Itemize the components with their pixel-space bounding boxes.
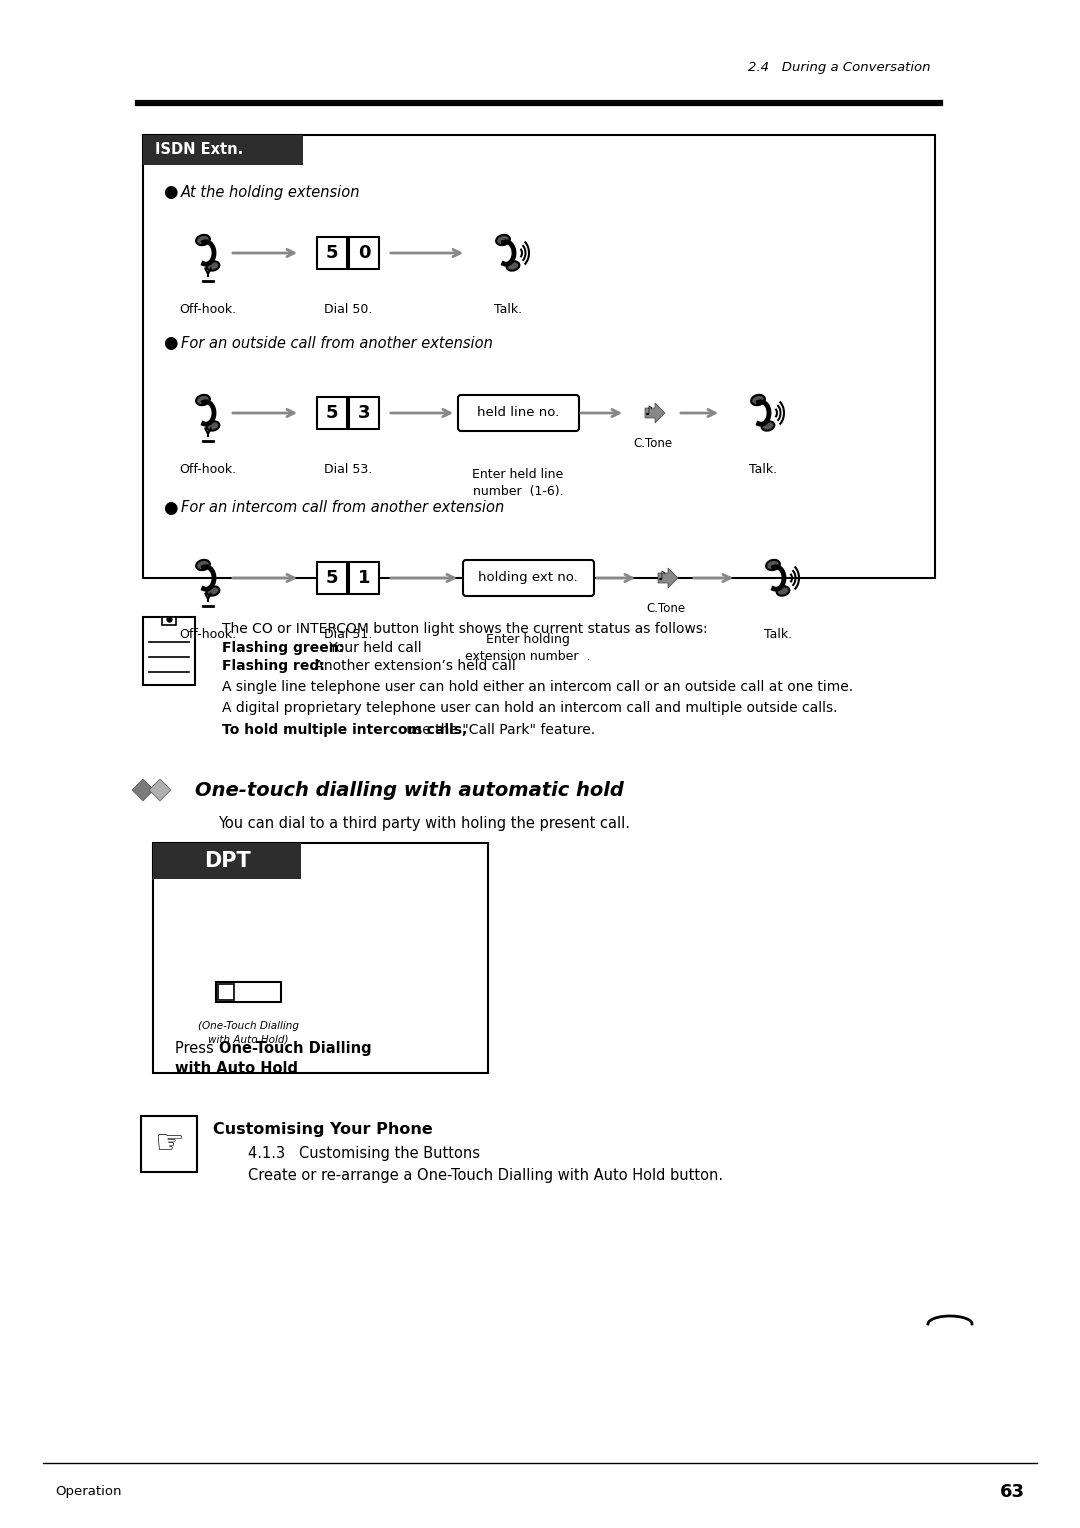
FancyBboxPatch shape [162, 617, 176, 625]
Text: Enter held line
number  (1-6).: Enter held line number (1-6). [472, 468, 564, 498]
FancyBboxPatch shape [349, 562, 379, 594]
Ellipse shape [507, 261, 519, 270]
Text: Dial 50.: Dial 50. [324, 303, 373, 316]
Text: 5: 5 [326, 568, 338, 587]
Text: Talk.: Talk. [494, 303, 522, 316]
Text: Press: Press [175, 1041, 218, 1056]
Text: A digital proprietary telephone user can hold an intercom call and multiple outs: A digital proprietary telephone user can… [222, 701, 837, 715]
Text: Talk.: Talk. [748, 463, 778, 477]
Text: Enter holding
extension number  .: Enter holding extension number . [465, 633, 591, 663]
Ellipse shape [197, 235, 210, 244]
FancyBboxPatch shape [349, 237, 379, 269]
Text: For an outside call from another extension: For an outside call from another extensi… [181, 336, 492, 350]
Text: holding ext no.: holding ext no. [478, 571, 578, 585]
Ellipse shape [751, 394, 765, 405]
Text: At the holding extension: At the holding extension [181, 185, 361, 200]
FancyBboxPatch shape [318, 397, 347, 429]
Text: C.Tone: C.Tone [647, 602, 686, 614]
FancyBboxPatch shape [143, 134, 303, 165]
FancyBboxPatch shape [143, 617, 195, 685]
Ellipse shape [766, 559, 780, 570]
Text: (One-Touch Dialling: (One-Touch Dialling [198, 1021, 298, 1031]
Text: ♪: ♪ [658, 570, 666, 582]
Text: ●: ● [163, 335, 177, 351]
Text: Flashing green:: Flashing green: [222, 642, 345, 656]
Text: DPT: DPT [204, 851, 251, 871]
Text: Off-hook.: Off-hook. [179, 463, 237, 477]
Polygon shape [658, 568, 678, 588]
Text: Your held call: Your held call [325, 642, 421, 656]
Polygon shape [149, 779, 171, 801]
FancyBboxPatch shape [218, 984, 234, 999]
Text: with Auto Hold): with Auto Hold) [207, 1034, 288, 1044]
Text: You can dial to a third party with holing the present call.: You can dial to a third party with holin… [218, 816, 630, 831]
Text: Operation: Operation [55, 1485, 121, 1499]
Text: Talk.: Talk. [764, 628, 792, 642]
Text: ●: ● [163, 183, 177, 202]
Text: Off-hook.: Off-hook. [179, 628, 237, 642]
FancyBboxPatch shape [141, 1115, 197, 1172]
Text: 1: 1 [357, 568, 370, 587]
Ellipse shape [496, 235, 510, 244]
Text: ISDN Extn.: ISDN Extn. [156, 142, 243, 157]
Text: One-touch dialling with automatic hold: One-touch dialling with automatic hold [195, 781, 624, 799]
Polygon shape [132, 779, 154, 801]
Text: Another extension’s held call: Another extension’s held call [310, 659, 516, 672]
Text: A single line telephone user can hold either an intercom call or an outside call: A single line telephone user can hold ei… [222, 680, 853, 694]
Text: One-Touch Dialling: One-Touch Dialling [219, 1041, 372, 1056]
Ellipse shape [777, 587, 789, 596]
Text: Create or re-arrange a One-Touch Dialling with Auto Hold button.: Create or re-arrange a One-Touch Diallin… [248, 1167, 724, 1183]
FancyBboxPatch shape [318, 562, 347, 594]
Ellipse shape [197, 559, 210, 570]
FancyBboxPatch shape [153, 843, 488, 1073]
Text: For an intercom call from another extension: For an intercom call from another extens… [181, 501, 504, 515]
FancyBboxPatch shape [153, 843, 301, 879]
FancyBboxPatch shape [458, 396, 579, 431]
FancyBboxPatch shape [143, 134, 935, 578]
Ellipse shape [197, 394, 210, 405]
Text: C.Tone: C.Tone [634, 437, 673, 451]
Text: .: . [291, 1060, 296, 1076]
Text: with Auto Hold: with Auto Hold [175, 1060, 298, 1076]
FancyBboxPatch shape [349, 397, 379, 429]
Text: 0: 0 [357, 244, 370, 261]
Text: Dial 51.: Dial 51. [324, 628, 373, 642]
Text: 5: 5 [326, 244, 338, 261]
FancyBboxPatch shape [216, 983, 281, 1002]
Text: ☞: ☞ [154, 1128, 184, 1160]
Text: Off-hook.: Off-hook. [179, 303, 237, 316]
FancyBboxPatch shape [318, 237, 347, 269]
Ellipse shape [761, 422, 774, 431]
Ellipse shape [206, 261, 219, 270]
Text: Customising Your Phone: Customising Your Phone [213, 1122, 433, 1137]
Text: 5: 5 [326, 403, 338, 422]
Text: held line no.: held line no. [477, 406, 559, 420]
Text: 3: 3 [357, 403, 370, 422]
Text: Dial 53.: Dial 53. [324, 463, 373, 477]
Text: To hold multiple intercom calls,: To hold multiple intercom calls, [222, 723, 468, 736]
FancyBboxPatch shape [463, 559, 594, 596]
Ellipse shape [206, 587, 219, 596]
Text: 2.4   During a Conversation: 2.4 During a Conversation [747, 61, 930, 75]
Text: ♪: ♪ [645, 405, 653, 417]
Polygon shape [645, 403, 665, 423]
Text: 4.1.3   Customising the Buttons: 4.1.3 Customising the Buttons [248, 1146, 480, 1161]
Text: 63: 63 [1000, 1484, 1025, 1500]
Ellipse shape [206, 422, 219, 431]
Text: The CO or INTERCOM button light shows the current status as follows:: The CO or INTERCOM button light shows th… [222, 622, 707, 636]
Text: ●: ● [163, 500, 177, 516]
Text: Flashing red:: Flashing red: [222, 659, 325, 672]
Text: use the "Call Park" feature.: use the "Call Park" feature. [402, 723, 595, 736]
